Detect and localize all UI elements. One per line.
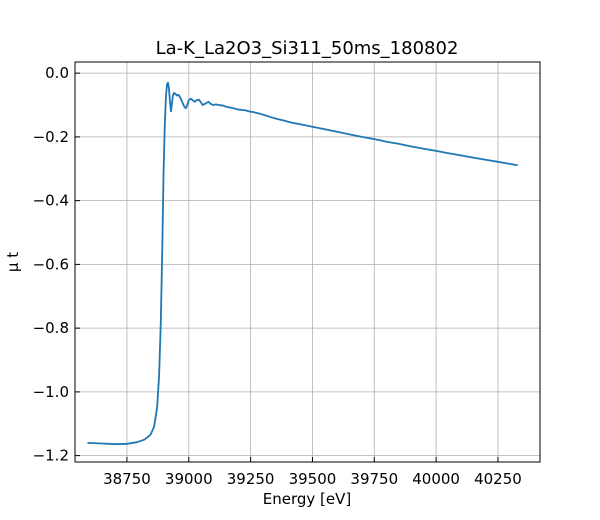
chart-title: La-K_La2O3_Si311_50ms_180802	[156, 38, 459, 59]
plot-area	[87, 81, 518, 446]
y-tick-label: 0.0	[45, 64, 69, 82]
x-tick-label: 38750	[103, 470, 151, 488]
grid	[75, 62, 540, 462]
x-tick-label: 40250	[474, 470, 522, 488]
x-tick-label: 39750	[350, 470, 398, 488]
x-tick-label: 39000	[165, 470, 213, 488]
x-tick-label: 39500	[289, 470, 337, 488]
y-tick-label: −0.4	[33, 192, 69, 210]
y-tick-label: −0.6	[33, 255, 69, 273]
y-axis-label: μ t	[4, 252, 22, 272]
y-tick-label: −0.2	[33, 128, 69, 146]
y-axis: 0.0 −0.2 −0.4 −0.6 −0.8 −1.0 −1.2	[33, 64, 80, 465]
x-tick-label: 39250	[227, 470, 275, 488]
x-axis: 38750 39000 39250 39500 39750 40000 40250	[103, 457, 522, 488]
x-axis-label: Energy [eV]	[263, 490, 351, 508]
series-line	[87, 81, 518, 446]
y-tick-label: −1.0	[33, 383, 69, 401]
y-tick-label: −1.2	[33, 447, 69, 465]
plot-frame	[74, 61, 541, 463]
y-tick-label: −0.8	[33, 319, 69, 337]
x-tick-label: 40000	[412, 470, 460, 488]
